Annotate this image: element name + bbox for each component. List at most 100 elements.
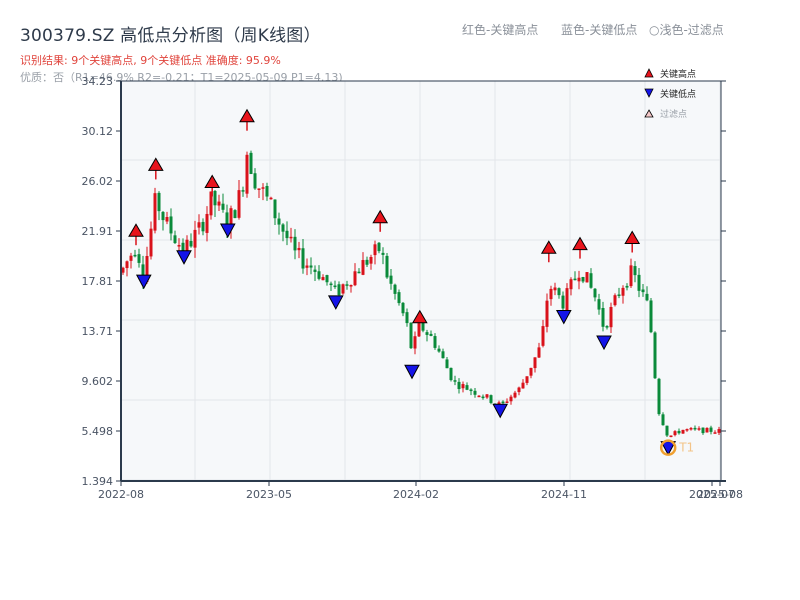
candle-down — [661, 414, 665, 426]
key-low-marker — [404, 364, 420, 380]
candle-down — [433, 336, 437, 348]
candle-up — [705, 427, 709, 433]
key-low-marker — [219, 223, 236, 239]
candle-down — [141, 264, 145, 281]
candle-up — [717, 429, 721, 433]
t1-label: T1 — [678, 441, 694, 455]
candle-up — [177, 245, 181, 247]
y-tick-label: 1.394 — [82, 475, 114, 488]
candle-down — [641, 289, 645, 293]
candle-up — [613, 295, 617, 306]
y-tick-label: 5.498 — [82, 425, 114, 438]
candle-down — [473, 390, 477, 395]
candle-down — [233, 210, 237, 219]
candle-up — [541, 326, 545, 346]
candle-up — [537, 347, 541, 358]
candle-down — [241, 190, 245, 192]
key-point-markers: T1 — [128, 108, 694, 456]
legend-item-high[interactable]: 关键高点 — [644, 63, 696, 83]
candle-down — [653, 332, 657, 379]
candle-down — [445, 359, 449, 369]
candle-down — [633, 266, 637, 276]
candle-down — [365, 259, 369, 265]
x-tick-label: 2025-08 — [697, 488, 743, 501]
candle-down — [469, 389, 473, 392]
candle-down — [325, 275, 329, 283]
candle-down — [581, 277, 585, 282]
y-tick-label: 13.71 — [82, 325, 114, 338]
top-legend-red: 红色-关键高点 — [462, 23, 539, 37]
candle-up — [477, 395, 481, 398]
key-low-marker — [327, 295, 344, 310]
y-tick-label: 26.02 — [82, 175, 114, 188]
candle-up — [533, 357, 537, 369]
candle-down — [265, 185, 269, 197]
candle-up — [289, 236, 293, 239]
candle-up — [413, 336, 417, 349]
legend-label-high: 关键高点 — [660, 69, 697, 80]
legend-item-low[interactable]: 关键低点 — [644, 83, 696, 103]
candle-down — [249, 152, 253, 175]
candle-up — [261, 187, 265, 189]
candle-up — [217, 201, 221, 206]
t1-highlight-circle — [659, 439, 677, 456]
candle-down — [337, 284, 341, 296]
candle-up — [485, 394, 489, 398]
candle-down — [401, 302, 405, 314]
candle-down — [301, 248, 305, 269]
candle-up — [689, 428, 693, 430]
candle-down — [157, 192, 161, 212]
candle-down — [357, 271, 361, 274]
candle-down — [489, 395, 493, 403]
candle-down — [597, 299, 601, 310]
candle-up — [685, 429, 689, 431]
legend-item-filtered[interactable]: 过滤点 — [644, 103, 696, 123]
candle-down — [329, 283, 333, 286]
candle-up — [697, 428, 701, 430]
candle-up — [585, 272, 589, 283]
candle-down — [677, 430, 681, 434]
candle-up — [165, 217, 169, 222]
candle-up — [197, 222, 201, 228]
candle-down — [625, 285, 629, 288]
triangle-down-icon — [644, 88, 654, 98]
key-high-marker — [147, 157, 164, 171]
candle-down — [309, 265, 313, 268]
candle-up — [121, 267, 125, 273]
candle-up — [145, 255, 149, 282]
candle-up — [629, 265, 633, 287]
candle-up — [129, 255, 133, 261]
candle-down — [429, 333, 433, 336]
chart-title: 300379.SZ 高低点分析图（周K线图） — [20, 26, 321, 46]
candle-down — [449, 367, 453, 381]
axes: 34.23 30.12 26.02 21.91 17.81 13.71 9.602 5.498… — [82, 75, 743, 501]
candle-up — [673, 431, 677, 436]
candle-down — [601, 307, 605, 327]
x-tick-label: 2022-08 — [98, 488, 144, 501]
candle-up — [205, 213, 209, 233]
candle-up — [361, 260, 365, 275]
key-low-marker — [176, 250, 192, 265]
candle-down — [333, 285, 337, 288]
plot-area — [121, 81, 721, 481]
candle-up — [513, 392, 517, 398]
key-high-marker — [624, 230, 641, 245]
y-tick-label: 9.602 — [82, 375, 114, 388]
candle-up — [505, 401, 509, 404]
candle-up — [461, 384, 465, 389]
candle-down — [637, 274, 641, 291]
candle-down — [665, 425, 669, 436]
candle-down — [573, 278, 577, 281]
candle-down — [273, 199, 277, 219]
candle-down — [225, 212, 229, 231]
candle-down — [657, 378, 661, 415]
candle-up — [341, 284, 345, 294]
candle-up — [509, 396, 513, 402]
key-high-marker — [572, 236, 588, 251]
y-tick-label: 30.12 — [82, 125, 114, 138]
triangle-outline-icon — [644, 109, 654, 118]
candle-up — [237, 190, 241, 218]
grid-lines — [121, 81, 721, 481]
key-high-marker — [204, 174, 221, 188]
